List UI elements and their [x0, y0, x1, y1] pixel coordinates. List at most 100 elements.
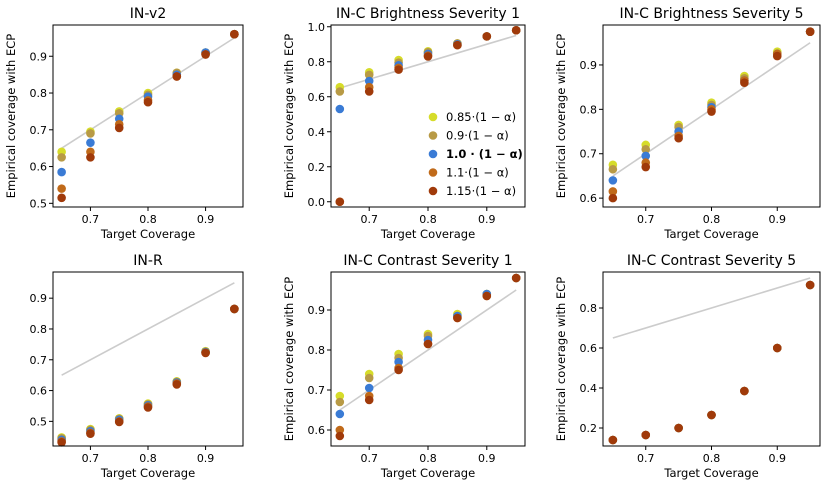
point-1_15 — [230, 304, 239, 314]
legend-marker-0_9 — [428, 131, 438, 140]
panel-title: IN-v2 — [130, 6, 166, 22]
legend-marker-0_85 — [428, 112, 438, 122]
x-tick-label: 0.7 — [637, 213, 655, 226]
x-tick-label: 0.7 — [82, 213, 100, 226]
point-0_9 — [608, 164, 618, 174]
x-tick-label: 0.8 — [419, 213, 437, 226]
y-tick-label: 0.2 — [580, 422, 598, 435]
point-1_15 — [674, 423, 683, 433]
point-1_15 — [172, 380, 182, 389]
point-1_15 — [805, 280, 815, 290]
x-tick-label: 0.8 — [419, 452, 437, 465]
point-1_1 — [608, 187, 618, 196]
panel-title: IN-C Contrast Severity 5 — [627, 253, 796, 269]
panel-title: IN-C Contrast Severity 1 — [343, 253, 512, 269]
y-tick-label: 0.4 — [308, 126, 326, 139]
x-tick-label: 0.9 — [197, 213, 215, 226]
y-axis-label: Empirical coverage with ECP — [4, 34, 18, 199]
point-0_9 — [86, 129, 95, 138]
point-0_9 — [57, 153, 66, 162]
y-tick-label: 0.8 — [30, 323, 48, 336]
point-1_15 — [641, 430, 651, 440]
x-tick-label: 0.7 — [637, 452, 655, 465]
y-tick-label: 0.8 — [580, 103, 598, 116]
point-0_9 — [364, 70, 374, 80]
point-1_15 — [364, 87, 374, 96]
point-1_15 — [335, 431, 345, 441]
point-1_15 — [805, 27, 815, 36]
point-1_0 — [394, 357, 403, 367]
panel-title: IN-C Brightness Severity 1 — [336, 6, 520, 22]
y-tick-label: 0.6 — [580, 192, 598, 205]
legend-marker-1_1 — [428, 168, 438, 177]
legend-label-0_85: 0.85·(1 − α) — [446, 110, 516, 124]
y-tick-label: 0.9 — [580, 59, 598, 72]
panel-title: IN-C Brightness Severity 5 — [619, 6, 803, 22]
x-tick-label: 0.7 — [360, 213, 378, 226]
panel-4: 0.7 0.8 0.9 0.5 0.6 0.7 0.8 0.9 IN-R Target Cover… — [30, 253, 244, 480]
point-0_9 — [641, 144, 651, 154]
panel-1: 0.7 0.8 0.9 0.5 0.6 0.7 0.8 0.9 IN-v2 Target Cove… — [4, 6, 244, 241]
point-1_15 — [772, 343, 782, 353]
point-1_1 — [57, 184, 66, 193]
point-1_15 — [143, 403, 153, 412]
point-1_0 — [364, 76, 374, 86]
point-1_15 — [114, 417, 124, 427]
y-tick-label: 0.2 — [308, 161, 326, 174]
reference-line — [61, 282, 235, 376]
x-tick-label: 0.9 — [769, 452, 787, 465]
point-1_15 — [511, 273, 521, 283]
point-1_15 — [608, 435, 618, 445]
y-tick-label: 0.8 — [308, 56, 326, 69]
y-tick-label: 0.0 — [308, 196, 326, 209]
point-0_9 — [364, 373, 374, 383]
point-1_0 — [641, 151, 651, 161]
x-tick-label: 0.8 — [139, 452, 157, 465]
y-axis-label: Empirical coverage with ECP — [282, 34, 296, 199]
point-1_15 — [453, 40, 462, 50]
y-axis-label: Empirical coverage with ECP — [554, 277, 568, 442]
point-1_1 — [335, 425, 345, 435]
point-1_15 — [707, 107, 716, 116]
point-1_15 — [114, 123, 124, 133]
point-1_15 — [364, 395, 374, 405]
x-axis-label: Target Coverage — [663, 227, 758, 241]
legend-label-1_0: 1.0 · (1 − α) — [446, 147, 523, 161]
y-tick-label: 0.7 — [30, 124, 48, 137]
point-1_0 — [364, 383, 374, 393]
point-0_9 — [335, 397, 345, 407]
y-tick-label: 0.8 — [308, 344, 326, 357]
panel-title: IN-R — [133, 253, 163, 269]
point-1_15 — [57, 438, 66, 447]
y-tick-label: 0.7 — [308, 384, 326, 397]
y-tick-label: 0.4 — [580, 382, 598, 395]
x-tick-label: 0.9 — [769, 213, 787, 226]
x-tick-label: 0.9 — [197, 452, 215, 465]
x-axis-label: Target Coverage — [380, 227, 475, 241]
x-axis-label: Target Coverage — [100, 466, 195, 480]
legend-label-1_15: 1.15·(1 − α) — [446, 184, 516, 198]
point-1_15 — [740, 78, 749, 88]
point-1_15 — [394, 65, 403, 74]
y-tick-label: 0.7 — [580, 148, 598, 161]
y-tick-label: 0.6 — [30, 385, 48, 398]
y-tick-label: 0.6 — [30, 161, 48, 174]
point-1_15 — [394, 365, 403, 375]
point-1_15 — [143, 97, 153, 107]
panel-2: 0.7 0.8 0.9 0.0 0.2 0.4 0.6 0.8 1.0 IN-C Brightne… — [282, 6, 526, 241]
axes-frame — [602, 271, 821, 447]
x-axis-label: Target Coverage — [380, 466, 475, 480]
x-tick-label: 0.9 — [478, 452, 496, 465]
point-1_15 — [674, 133, 683, 143]
x-tick-label: 0.8 — [139, 213, 157, 226]
panel-6: 0.7 0.8 0.9 0.2 0.4 0.6 0.8 IN-C Contrast Sever… — [554, 253, 821, 480]
y-tick-label: 0.9 — [30, 292, 48, 305]
point-1_15 — [641, 162, 651, 172]
reference-line — [339, 289, 517, 411]
legend-label-0_9: 0.9·(1 − α) — [446, 129, 509, 143]
y-tick-label: 0.5 — [30, 197, 48, 210]
point-1_15 — [740, 386, 749, 396]
y-tick-label: 0.6 — [308, 91, 326, 104]
x-tick-label: 0.9 — [478, 213, 496, 226]
point-0_9 — [335, 87, 345, 96]
